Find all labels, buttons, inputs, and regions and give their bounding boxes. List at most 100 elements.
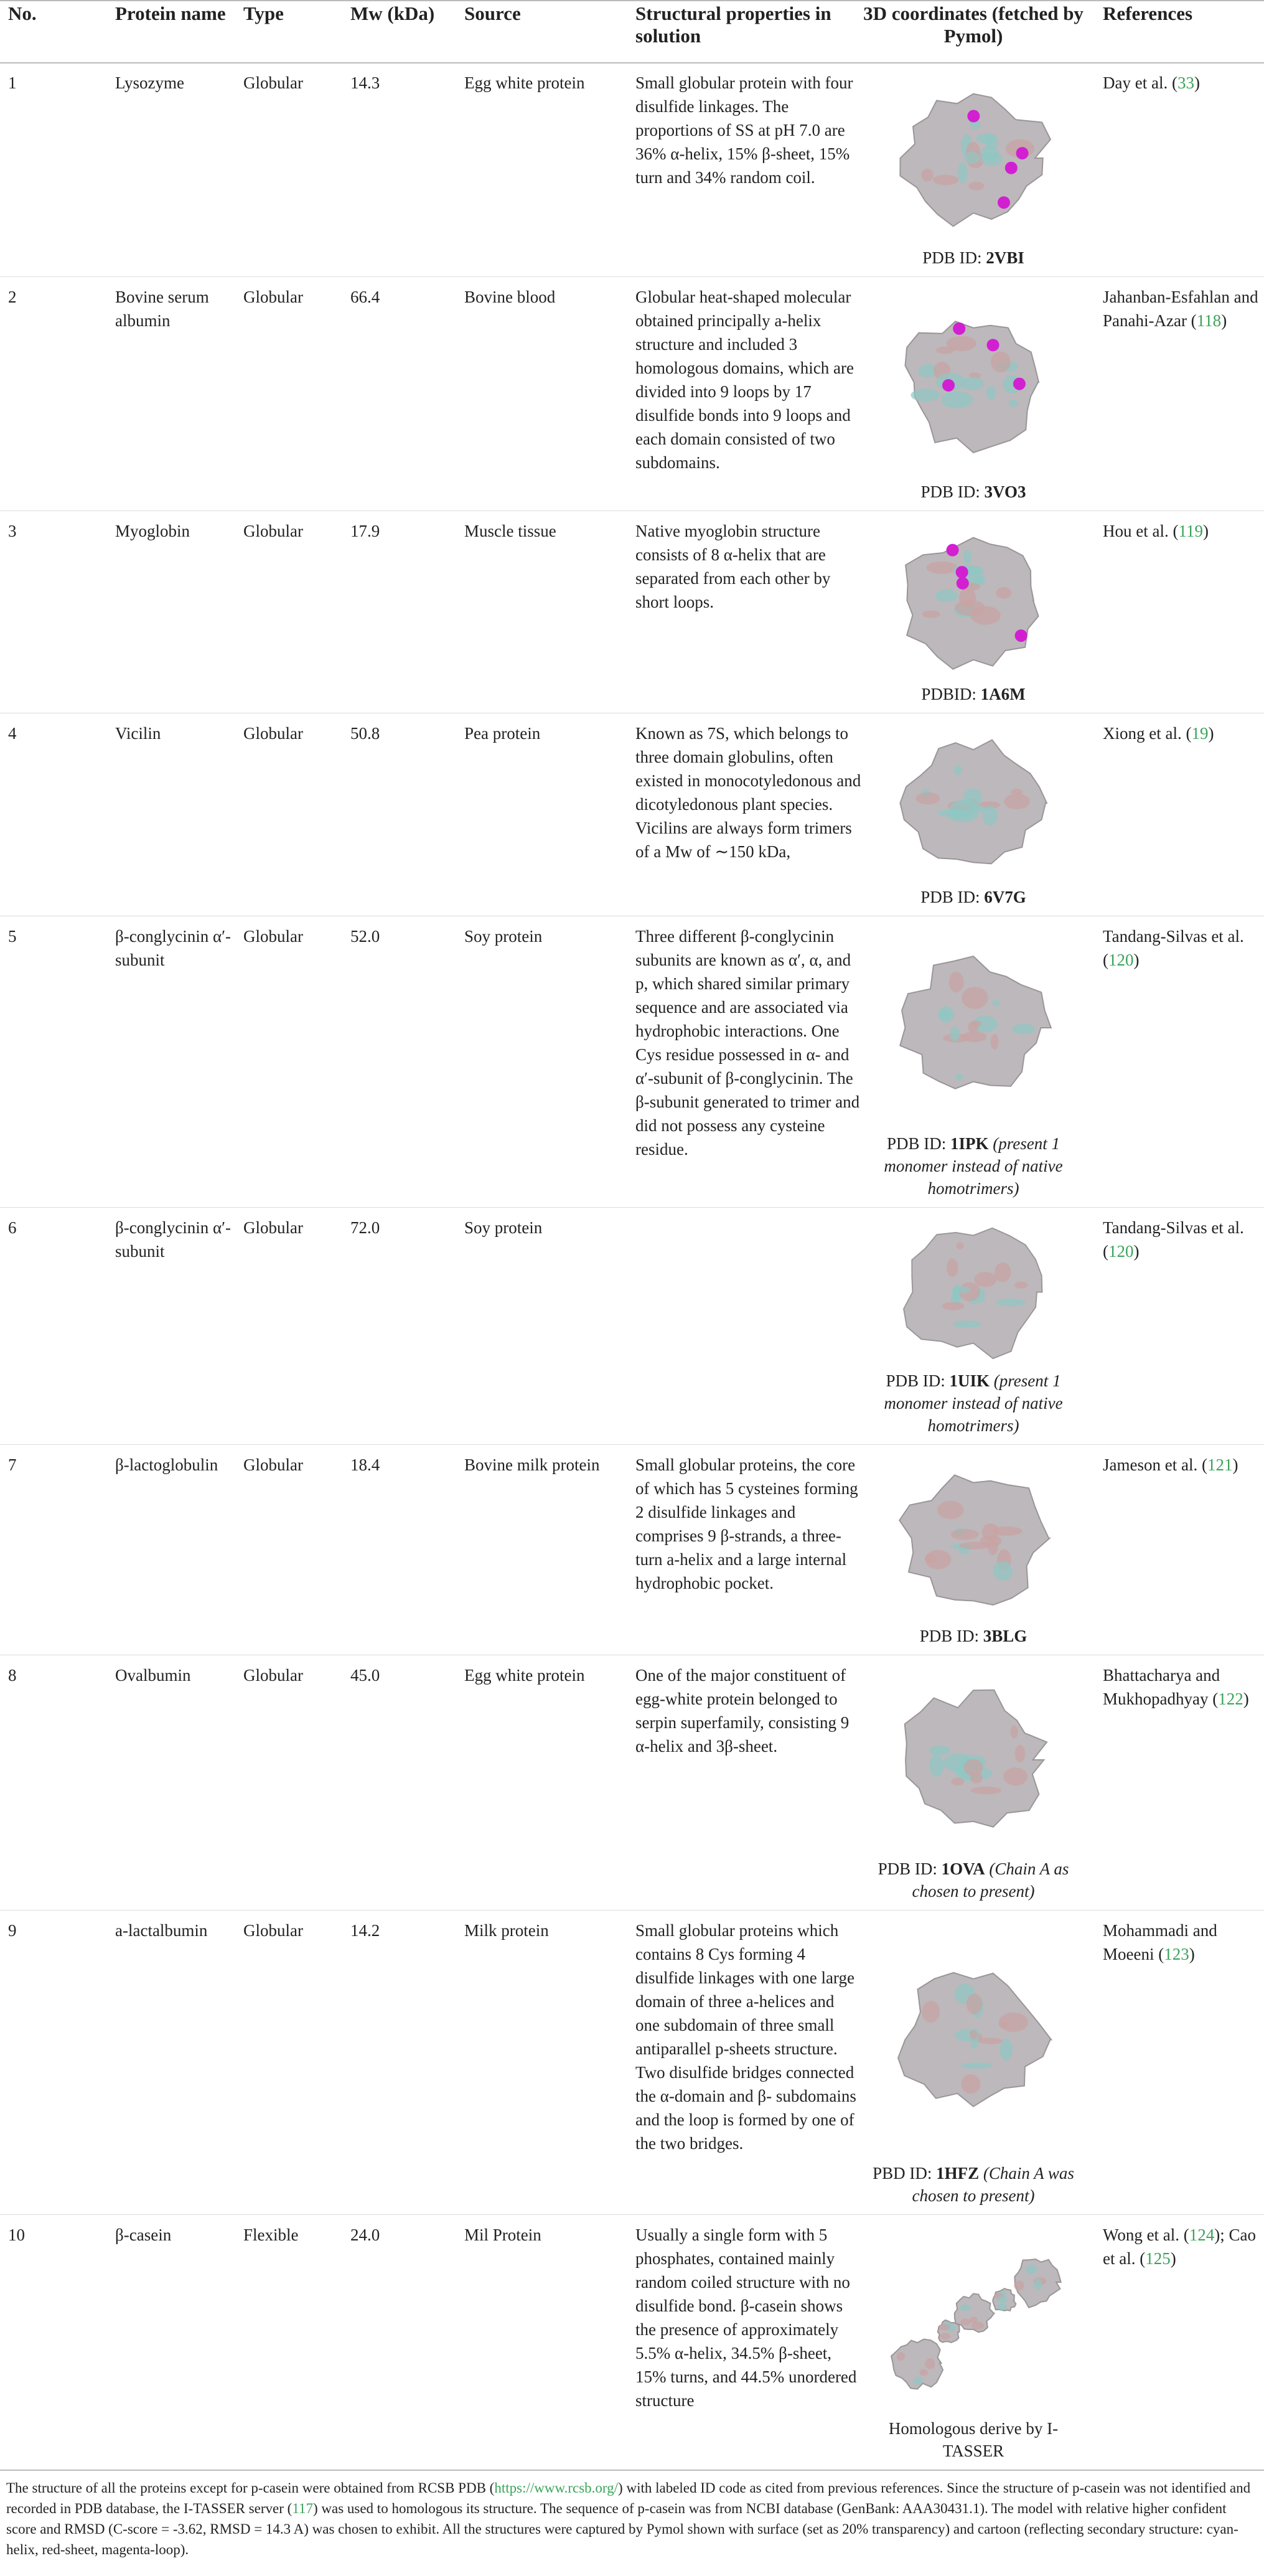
ref-text: )	[1221, 311, 1227, 330]
ref-text: )	[1232, 1455, 1238, 1474]
column-header: No.	[8, 2, 37, 24]
surface-patch	[915, 792, 940, 805]
pdb-id: 6V7G	[984, 888, 1026, 906]
surface-patch	[980, 1535, 1002, 1547]
caption-prefix: PDB ID:	[886, 1134, 947, 1153]
surface-patch	[935, 346, 955, 354]
loop-sphere	[953, 322, 966, 335]
surface-patch	[925, 2358, 935, 2369]
surface-patch	[963, 1759, 983, 1776]
structure-cell: PDB ID: 6V7G	[861, 720, 1085, 908]
cell-name: β-casein	[115, 2226, 172, 2244]
cell-type: Globular	[243, 1455, 303, 1474]
cell-source: Pea protein	[464, 724, 541, 743]
cell-source: Soy protein	[464, 927, 543, 946]
cell-type: Globular	[243, 724, 303, 743]
surface-patch	[939, 2323, 950, 2331]
ref-text: )	[1243, 1690, 1249, 1708]
column-header: Type	[243, 2, 284, 24]
surface-patch	[999, 2021, 1009, 2028]
structure-cell: PDB ID: 3BLG	[861, 1452, 1085, 1647]
surface-patch	[986, 385, 996, 400]
surface-patch	[958, 161, 968, 184]
cell-mw: 72.0	[350, 1218, 380, 1237]
ref-text: Wong et al. (	[1103, 2226, 1189, 2244]
structure-caption: PDBID: 1A6M	[921, 683, 1025, 705]
structure-caption: PDB ID: 6V7G	[920, 886, 1026, 908]
protein-structure-image	[899, 955, 1052, 1089]
cell-no: 4	[8, 724, 17, 743]
pdb-id: 1UIK	[949, 1371, 990, 1390]
caption-text: Homologous derive by I-TASSER	[888, 2419, 1059, 2460]
caption-note: (present 1 monomer instead of native hom…	[884, 1134, 1063, 1198]
pdb-id: 2VBI	[986, 248, 1024, 267]
protein-structure-image	[905, 537, 1039, 670]
surface-patch	[919, 2369, 928, 2376]
cell-no: 6	[8, 1218, 17, 1237]
cell-properties: Three different β-conglycinin subunits a…	[635, 927, 860, 1159]
structure-caption: PDB ID: 1UIK (present 1 monomer instead …	[861, 1370, 1085, 1437]
surface-patch	[968, 181, 985, 190]
surface-patch	[935, 590, 958, 603]
surface-patch	[911, 388, 940, 402]
surface-patch	[997, 2303, 1008, 2310]
footnote-text: The structure of all the proteins except…	[6, 2480, 495, 2496]
cell-no: 2	[8, 288, 17, 306]
column-header: 3D coordinates (fetched by Pymol)	[863, 2, 1084, 47]
structure-cell: PDB ID: 1UIK (present 1 monomer instead …	[861, 1215, 1085, 1437]
ref-number: 119	[1178, 522, 1203, 540]
cell-properties: Known as 7S, which belongs to three doma…	[635, 724, 861, 861]
loop-sphere	[997, 196, 1010, 209]
cell-name: β-conglycinin α′-subunit	[115, 927, 231, 969]
cell-source: Milk protein	[464, 1921, 549, 1940]
ref-text: Jahanban-Esfahlan and Panahi-Azar (	[1103, 288, 1258, 330]
surface-patch	[1014, 1281, 1028, 1289]
surface-patch	[954, 764, 962, 776]
surface-patch	[896, 2351, 905, 2361]
row-rule	[0, 510, 1264, 511]
ref-number: 120	[1108, 1242, 1134, 1261]
caption-note: (present 1 monomer instead of native hom…	[884, 1371, 1063, 1435]
surface-patch	[999, 2038, 1013, 2061]
structure-caption: PBD ID: 1HFZ (Chain A was chosen to pres…	[861, 2162, 1085, 2207]
surface-patch	[972, 1015, 998, 1033]
pdb-id: 3VO3	[984, 482, 1026, 501]
pdb-id: 3BLG	[983, 1627, 1028, 1645]
caption-prefix: PDBID:	[921, 685, 976, 703]
cell-properties: Usually a single form with 5 phosphates,…	[635, 2226, 857, 2410]
structure-cell: PDB ID: 1IPK (present 1 monomer instead …	[861, 923, 1085, 1200]
protein-structure-image	[899, 739, 1048, 865]
cell-properties: Small globular proteins, the core of whi…	[635, 1455, 858, 1592]
row-rule	[0, 1444, 1264, 1445]
structure-cell: PDBID: 1A6M	[861, 518, 1085, 705]
loop-sphere	[955, 566, 968, 579]
structure-cell: Homologous derive by I-TASSER	[861, 2222, 1085, 2462]
cell-mw: 24.0	[350, 2226, 380, 2244]
row-rule	[0, 0, 1264, 1]
surface-patch	[958, 588, 976, 608]
surface-patch	[959, 2304, 971, 2311]
ref-text: Tandang-Silvas et al. (	[1103, 927, 1244, 969]
cell-references: Hou et al. (119)	[1103, 519, 1262, 543]
surface-patch	[952, 1286, 971, 1294]
loop-sphere	[1004, 161, 1018, 174]
surface-patch	[975, 575, 985, 586]
row-rule	[0, 2470, 1264, 2471]
loop-sphere	[1013, 377, 1026, 390]
surface-patch	[992, 1526, 1023, 1536]
cell-name: Myoglobin	[115, 522, 190, 540]
cell-source: Bovine milk protein	[464, 1455, 600, 1474]
surface-patch	[956, 1242, 964, 1250]
footnote-text: ) with labeled ID code as cited from pre…	[6, 2480, 1251, 2516]
surface-patch	[1012, 1023, 1036, 1035]
cell-references: Bhattacharya and Mukhopadhyay (122)	[1103, 1663, 1262, 1711]
row-rule	[0, 62, 1264, 63]
cell-type: Flexible	[243, 2226, 299, 2244]
cell-source: Bovine blood	[464, 288, 556, 306]
ref-text: )	[1133, 951, 1140, 969]
loop-sphere	[967, 110, 980, 123]
cell-name: Bovine serum albumin	[115, 288, 209, 330]
cell-source: Egg white protein	[464, 1666, 585, 1685]
surface-patch	[929, 1754, 944, 1777]
cell-type: Globular	[243, 522, 303, 540]
